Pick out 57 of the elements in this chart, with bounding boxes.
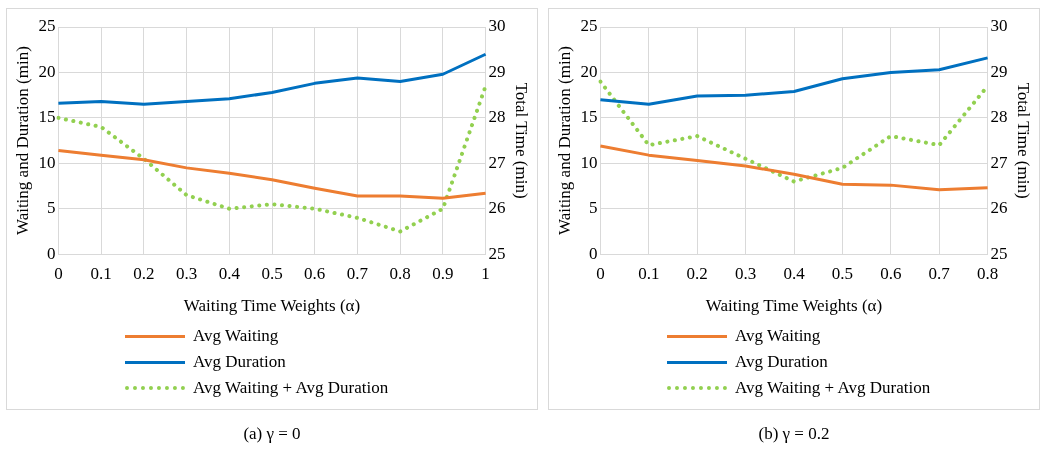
text: (a) γ = 0 xyxy=(243,424,301,444)
x-tick-label: 0.6 xyxy=(880,263,902,283)
x-axis-title: Waiting Time Weights (α) xyxy=(183,296,361,316)
x-tick-label: 0.3 xyxy=(175,263,198,283)
legend-label: Avg Waiting + Avg Duration xyxy=(193,378,389,398)
y2-tick-label: 25 xyxy=(488,243,506,263)
y2-axis-title: Total Time (min) xyxy=(512,82,532,199)
legend-label: Avg Duration xyxy=(193,352,286,372)
legend-label: Avg Waiting xyxy=(193,326,279,346)
legend-label: Avg Duration xyxy=(735,352,828,372)
y-tick-label: 20 xyxy=(580,61,598,81)
y-axis-title: Waiting and Duration (min) xyxy=(12,46,32,236)
y-tick-label: 15 xyxy=(580,107,598,127)
y-tick-label: 20 xyxy=(38,61,56,81)
y2-tick-label: 29 xyxy=(990,61,1008,81)
y-tick-label: 5 xyxy=(588,198,598,218)
y-tick-label: 0 xyxy=(46,243,56,263)
y2-tick-label: 26 xyxy=(488,198,506,218)
x-tick-label: 0.2 xyxy=(133,263,155,283)
y-tick-label: 10 xyxy=(38,152,56,172)
y-tick-label: 0 xyxy=(588,243,598,263)
y-tick-label: 25 xyxy=(580,16,598,36)
x-tick-label: 0.9 xyxy=(432,263,454,283)
text: (b) γ = 0.2 xyxy=(758,424,830,444)
y2-tick-label: 28 xyxy=(990,107,1008,127)
y2-tick-label: 30 xyxy=(488,16,506,36)
y2-tick-label: 29 xyxy=(488,61,506,81)
y2-tick-label: 25 xyxy=(990,243,1008,263)
x-axis-title: Waiting Time Weights (α) xyxy=(705,296,883,316)
y2-tick-label: 27 xyxy=(488,152,507,172)
x-tick-label: 0.2 xyxy=(686,263,708,283)
x-tick-label: 0.1 xyxy=(90,263,112,283)
y2-tick-label: 28 xyxy=(488,107,506,127)
y-tick-label: 15 xyxy=(38,107,56,127)
legend-label: Avg Waiting xyxy=(735,326,821,346)
y2-tick-label: 26 xyxy=(990,198,1008,218)
x-tick-label: 0.7 xyxy=(928,263,951,283)
x-tick-label: 0.7 xyxy=(346,263,369,283)
legend-label: Avg Waiting + Avg Duration xyxy=(735,378,931,398)
x-tick-label: 0.4 xyxy=(783,263,806,283)
y-tick-label: 5 xyxy=(46,198,56,218)
y-tick-label: 25 xyxy=(38,16,56,36)
x-tick-label: 0.5 xyxy=(261,263,283,283)
line-series xyxy=(56,84,488,234)
x-tick-label: 0.3 xyxy=(734,263,757,283)
y2-tick-label: 27 xyxy=(990,152,1009,172)
y2-axis-title: Total Time (min) xyxy=(1014,82,1034,199)
y-tick-label: 10 xyxy=(580,152,598,172)
x-tick-label: 0.8 xyxy=(389,263,411,283)
y2-tick-label: 30 xyxy=(990,16,1008,36)
x-tick-label: 0.5 xyxy=(831,263,854,283)
x-tick-label: 0.6 xyxy=(304,263,326,283)
x-tick-label: 0.1 xyxy=(638,263,660,283)
x-tick-label: 0.8 xyxy=(976,263,999,283)
x-tick-label: 0.4 xyxy=(218,263,241,283)
x-tick-label: 1 xyxy=(481,263,490,283)
y-axis-title: Waiting and Duration (min) xyxy=(554,46,574,236)
